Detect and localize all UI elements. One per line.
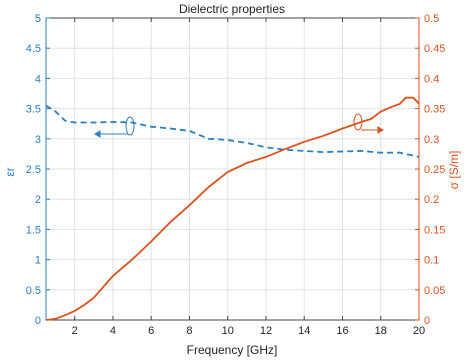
y-left-tick-label: 1.5 [26,224,41,236]
y-left-tick-label: 4.5 [26,43,41,55]
series [45,96,420,321]
conductivity-axis-indicator [353,113,384,134]
y-left-tick-labels: 0 0.5 1 1.5 2 2.5 3 3.5 4 4.5 5 [26,13,41,327]
y-left-tick-label: 3 [35,134,41,146]
x-tick-label: 10 [222,325,234,337]
y-right-tick-label: 0.5 [424,13,439,25]
y-left-tick-label: 3.5 [26,104,41,116]
x-tick-label: 12 [260,325,272,337]
y-right-tick-label: 0.15 [424,224,445,236]
y-right-tick-label: 0.2 [424,194,439,206]
chart-title: Dielectric properties [179,2,285,16]
y-left-axis-label: εr [3,167,17,176]
tick-marks [45,17,420,321]
grid [46,18,420,320]
y-left-tick-label: 4 [35,73,41,85]
y-left-tick-label: 0 [35,315,41,327]
x-axis-label: Frequency [GHz] [187,343,278,357]
y-left-tick-label: 5 [35,13,41,25]
y-right-tick-label: 0.25 [424,164,445,176]
y-right-tick-label: 0.05 [424,285,445,297]
x-tick-label: 18 [375,325,387,337]
y-left-tick-label: 1 [35,255,41,267]
conductivity-series-line [45,96,420,321]
x-tick-label: 14 [298,325,310,337]
y-left-tick-label: 2 [35,194,41,206]
y-left-tick-label: 0.5 [26,285,41,297]
y-right-tick-label: 0 [424,315,430,327]
permittivity-axis-indicator [94,116,135,138]
x-tick-label: 6 [148,325,154,337]
y-right-tick-label: 0.45 [424,43,445,55]
permittivity-series-line [45,104,420,158]
y-right-tick-label: 0.35 [424,104,445,116]
y-right-tick-label: 0.4 [424,73,439,85]
x-tick-label: 16 [336,325,348,337]
x-tick-label: 8 [186,325,192,337]
y-left-tick-label: 2.5 [26,164,41,176]
x-tick-labels: 2 4 6 8 10 12 14 16 18 20 [72,325,425,337]
x-tick-label: 2 [72,325,78,337]
y-right-tick-labels: 0 0.05 0.1 0.15 0.2 0.25 0.3 0.35 0.4 0.45 0.5 [424,13,445,327]
x-tick-label: 4 [110,325,116,337]
y-right-tick-label: 0.3 [424,134,439,146]
x-tick-label: 20 [413,325,425,337]
y-right-tick-label: 0.1 [424,255,439,267]
y-right-axis-label: σ [S/m] [447,151,461,190]
